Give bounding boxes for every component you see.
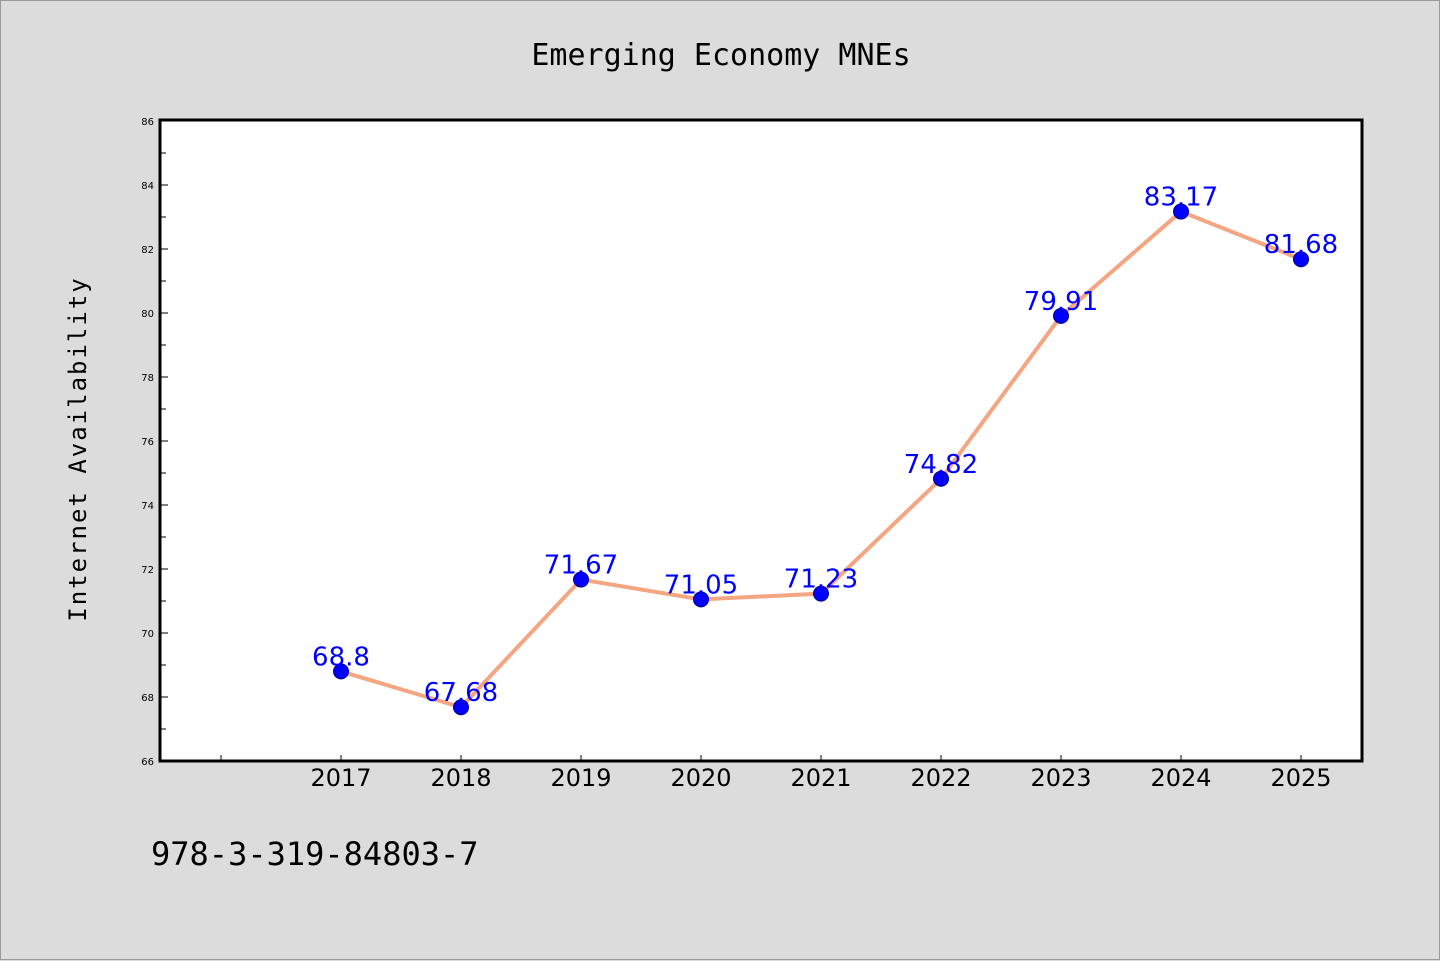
x-tick-label: 2019: [550, 764, 611, 792]
y-tick-label: 86: [141, 117, 154, 128]
y-tick-label: 80: [141, 309, 154, 320]
data-label: 71.23: [784, 565, 858, 595]
data-label: 74.82: [904, 450, 978, 480]
y-tick-label: 72: [141, 565, 154, 576]
data-label: 71.67: [544, 551, 618, 581]
data-point: [1173, 203, 1189, 220]
data-label: 67.68: [424, 678, 498, 708]
data-point: [453, 699, 469, 716]
y-tick-label: 82: [141, 245, 154, 256]
y-tick-label: 76: [141, 437, 154, 448]
data-point: [693, 591, 709, 608]
data-point: [1293, 251, 1309, 268]
y-tick-label: 66: [141, 757, 154, 768]
y-tick-label: 68: [141, 693, 154, 704]
data-label: 79.91: [1024, 287, 1098, 317]
x-axis: 2017 2018 2019 2020 2021 2022 2023 2024 2025: [220, 755, 1332, 792]
x-tick-label: 2018: [430, 764, 491, 792]
y-axis: 66 68 70 72 74 76 78 80 82 84 86: [141, 117, 168, 768]
y-tick-label: 74: [141, 501, 154, 512]
data-label: 81.68: [1264, 230, 1338, 260]
plot-frame: [158, 118, 1364, 763]
x-tick-label: 2023: [1030, 764, 1091, 792]
y-tick-label: 70: [141, 629, 154, 640]
data-label: 68.8: [312, 642, 370, 672]
x-tick-label: 2025: [1270, 764, 1331, 792]
data-label: 83.17: [1144, 183, 1218, 213]
chart-title: Emerging Economy MNEs: [531, 38, 910, 73]
x-tick-label: 2017: [310, 764, 371, 792]
data-point: [813, 585, 829, 602]
data-point: [933, 470, 949, 487]
footnote-isbn: 978-3-319-84803-7: [151, 835, 479, 873]
x-tick-label: 2022: [910, 764, 971, 792]
y-axis-label: Internet Availability: [64, 276, 92, 621]
x-tick-label: 2020: [670, 764, 731, 792]
data-point: [333, 663, 349, 680]
series-layer: 68.8 67.68 71.67 71.05 71.23 74.82 79.91 83.17 8…: [312, 183, 1338, 716]
x-tick-label: 2021: [790, 764, 851, 792]
data-label: 71.05: [664, 570, 738, 600]
data-point: [573, 571, 589, 588]
y-tick-label: 84: [141, 181, 154, 192]
x-tick-label: 2024: [1150, 764, 1211, 792]
data-point: [1053, 307, 1069, 324]
y-tick-label: 78: [141, 373, 154, 384]
